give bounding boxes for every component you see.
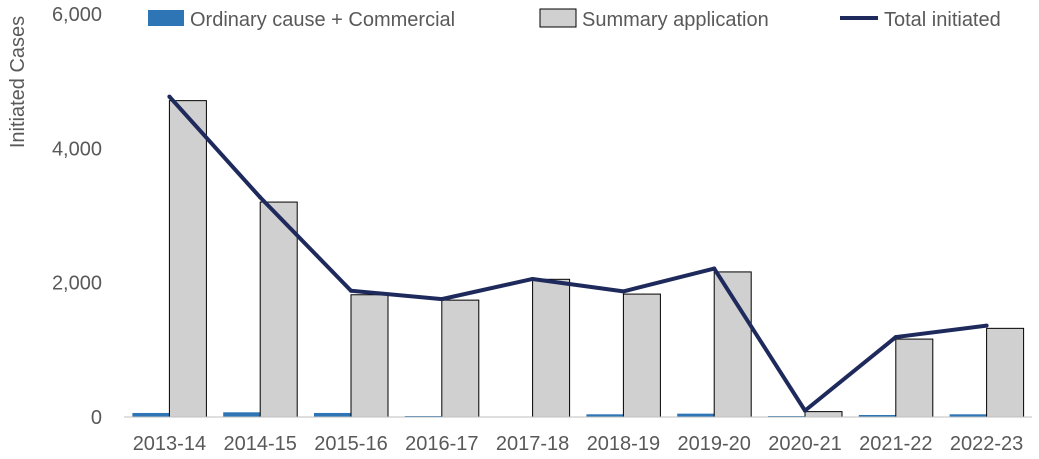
- bar-summary: [713, 271, 752, 418]
- bar-summary: [622, 293, 661, 418]
- total-line-point: [712, 266, 717, 271]
- x-tick-label: 2019-20: [677, 433, 750, 455]
- bar-ordinary: [858, 414, 896, 417]
- x-tick-label: 2022-23: [950, 433, 1023, 455]
- bars: [132, 100, 1025, 418]
- x-tick-label: 2016-17: [405, 433, 478, 455]
- legend-item-ordinary: Ordinary cause + Commercial: [148, 9, 455, 31]
- legend-item-summary: Summary application: [539, 8, 769, 31]
- total-line-point: [167, 94, 172, 99]
- bar-ordinary: [677, 413, 715, 417]
- y-tick-label: 0: [91, 407, 102, 429]
- x-tick-label: 2017-18: [496, 433, 569, 455]
- x-tick-label: 2018-19: [587, 433, 660, 455]
- total-line-layer: [167, 94, 989, 413]
- total-line-point: [530, 276, 535, 281]
- legend-label-ordinary: Ordinary cause + Commercial: [190, 9, 455, 31]
- y-axis-ticks: 0 2,000 4,000 6,000: [52, 4, 102, 429]
- x-tick-label: 2020-21: [768, 433, 841, 455]
- legend-swatch-ordinary: [148, 10, 184, 26]
- legend-label-summary: Summary application: [582, 9, 769, 31]
- total-line-point: [803, 408, 807, 413]
- x-tick-label: 2014-15: [223, 433, 296, 455]
- legend-swatch-summary: [539, 8, 577, 28]
- total-line-point: [984, 323, 989, 328]
- legend: Ordinary cause + Commercial Summary appl…: [148, 8, 1001, 31]
- bar-summary: [895, 338, 934, 418]
- bar-ordinary: [586, 414, 624, 417]
- bar-summary: [441, 299, 480, 418]
- x-axis-ticks: 2013-14 2014-15 2015-16 2016-17 2017-18 2018-…: [133, 433, 1024, 455]
- total-line-point: [258, 195, 263, 200]
- total-line-point: [439, 297, 444, 302]
- bar-ordinary: [949, 414, 987, 417]
- bar-ordinary: [132, 412, 170, 417]
- bar-summary: [986, 327, 1025, 418]
- bar-summary: [350, 294, 389, 418]
- total-line-point: [349, 288, 353, 293]
- x-tick-label: 2015-16: [314, 433, 387, 455]
- bar-summary: [168, 100, 207, 418]
- y-tick-label: 2,000: [52, 273, 102, 295]
- total-line: [167, 95, 987, 413]
- total-line-point: [621, 289, 626, 294]
- x-tick-label: 2013-14: [133, 433, 206, 455]
- total-line-point: [893, 335, 898, 340]
- bar-ordinary: [314, 412, 351, 417]
- bar-summary: [532, 278, 571, 418]
- y-axis-title: Initiated Cases: [7, 16, 29, 148]
- x-tick-label: 2021-22: [859, 433, 932, 455]
- legend-item-total: Total initiated: [840, 9, 1001, 31]
- y-tick-label: 6,000: [52, 4, 102, 26]
- bar-ordinary: [223, 412, 261, 417]
- legend-label-total: Total initiated: [884, 9, 1001, 31]
- bar-summary: [259, 201, 298, 418]
- bar-summary: [804, 411, 843, 418]
- bar-ordinary: [768, 415, 805, 417]
- bar-ordinary: [404, 415, 442, 417]
- y-tick-label: 4,000: [52, 138, 102, 160]
